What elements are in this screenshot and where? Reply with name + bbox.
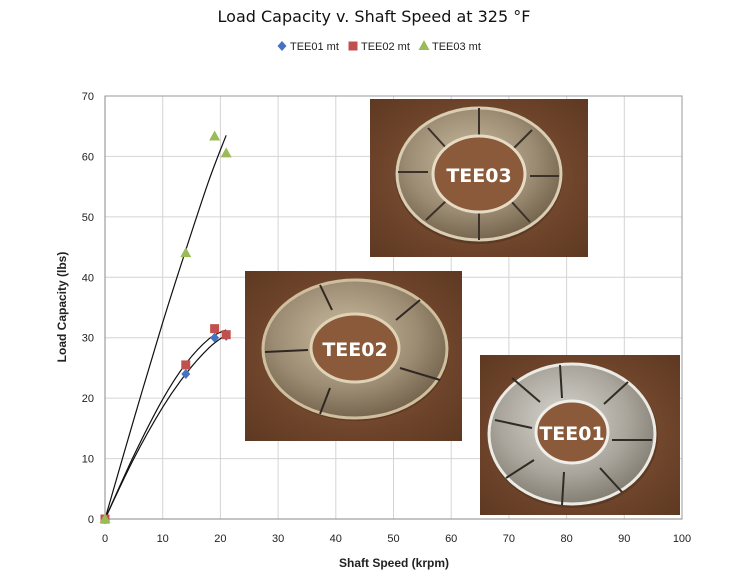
legend: TEE01 mt TEE02 mt TEE03 mt [277, 40, 481, 53]
x-tick-label: 20 [214, 533, 226, 545]
photo-tee03: TEE03 [370, 99, 588, 257]
x-tick-label: 100 [673, 533, 691, 545]
legend-marker-tee02-mt [348, 41, 358, 51]
photo-label-tee03: TEE03 [446, 165, 511, 187]
data-point-tee03-mt [180, 247, 192, 258]
y-tick-labels: 0 10 20 30 40 50 60 70 [82, 91, 94, 526]
legend-label: TEE01 mt [290, 41, 339, 53]
trendline-tee03-mt [104, 135, 227, 520]
y-tick-label: 70 [82, 91, 94, 103]
axes [104, 95, 683, 520]
legend-label: TEE03 mt [432, 41, 481, 53]
data-points [99, 130, 232, 524]
photo-label-tee01: TEE01 [539, 423, 604, 445]
trendline-tee02-mt [104, 329, 227, 520]
data-point-tee02-mt [210, 324, 220, 334]
y-tick-label: 10 [82, 454, 94, 466]
data-point-tee01-mt [210, 332, 220, 343]
photo-label-tee02: TEE02 [322, 339, 387, 361]
y-tick-label: 60 [82, 151, 94, 163]
y-tick-label: 40 [82, 272, 94, 284]
data-point-tee02-mt [221, 330, 231, 340]
x-axis-title: Shaft Speed (krpm) [339, 556, 449, 570]
x-tick-label: 80 [560, 533, 572, 545]
x-tick-label: 0 [102, 533, 108, 545]
x-tick-label: 90 [618, 533, 630, 545]
y-tick-label: 20 [82, 393, 94, 405]
data-point-tee03-mt [220, 147, 232, 158]
photo-tee02: TEE02 [245, 271, 462, 441]
x-tick-label: 30 [272, 533, 284, 545]
x-tick-label: 50 [387, 533, 399, 545]
x-tick-labels: 0 10 20 30 40 50 60 70 80 90 100 [102, 533, 691, 545]
trendline-tee01-mt [104, 334, 227, 520]
data-point-tee02-mt [181, 360, 191, 370]
data-point-tee03-mt [99, 513, 111, 523]
y-tick-label: 0 [88, 514, 94, 526]
trendlines [104, 135, 227, 520]
y-tick-label: 50 [82, 212, 94, 224]
x-tick-label: 60 [445, 533, 457, 545]
legend-label: TEE02 mt [361, 41, 410, 53]
legend-marker-tee01-mt [277, 41, 287, 51]
data-point-tee03-mt [209, 130, 221, 141]
data-point-tee01-mt [181, 368, 191, 379]
y-tick-label: 30 [82, 333, 94, 345]
x-tick-label: 10 [157, 533, 169, 545]
legend-marker-tee03-mt [418, 40, 430, 50]
photo-tee01: TEE01 [480, 355, 680, 515]
chart-title: Load Capacity v. Shaft Speed at 325 °F [218, 7, 531, 26]
y-axis-title: Load Capacity (lbs) [55, 252, 69, 363]
x-tick-label: 70 [503, 533, 515, 545]
x-tick-label: 40 [330, 533, 342, 545]
